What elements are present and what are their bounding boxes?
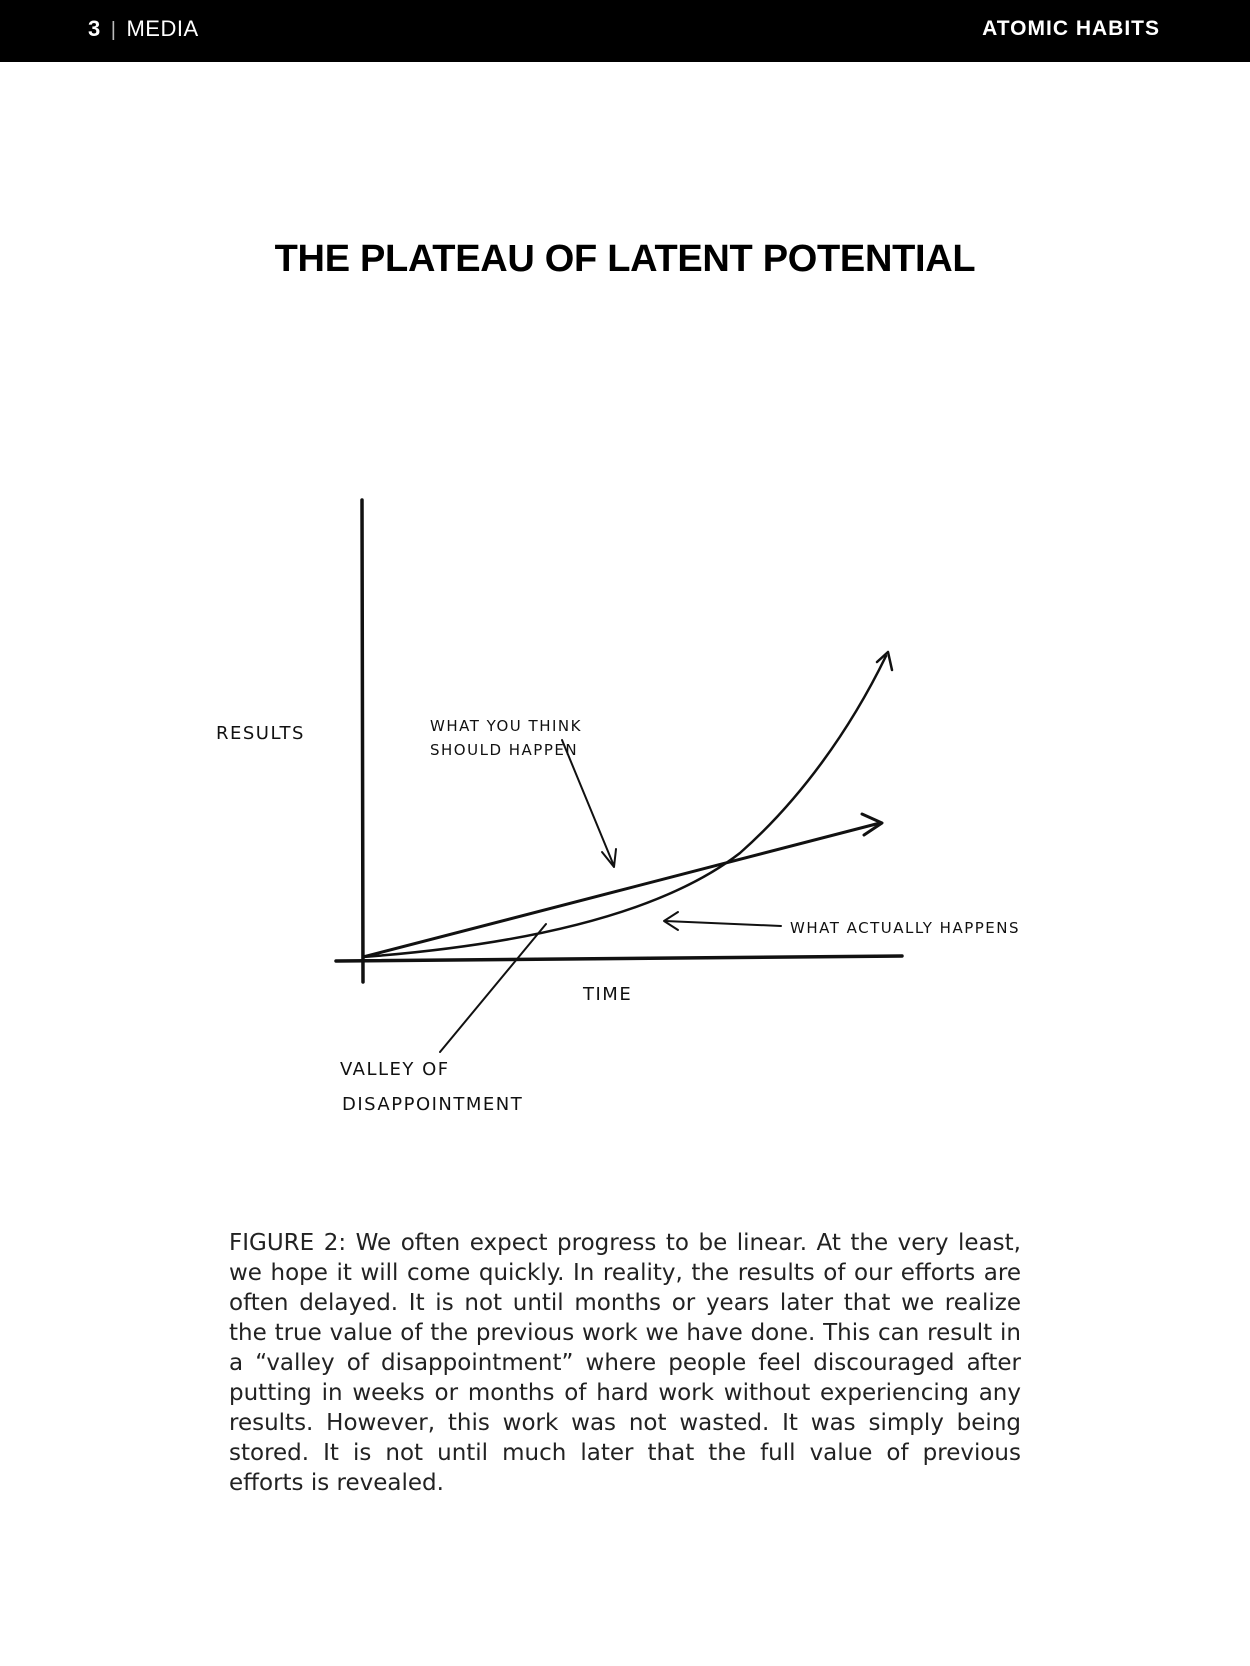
y-axis: [360, 498, 365, 984]
expected-pointer-arrow: [561, 739, 615, 867]
actual-pointer-arrowhead: [663, 911, 679, 931]
figure-title: THE PLATEAU OF LATENT POTENTIAL: [274, 238, 976, 280]
expected-annotation-line2: SHOULD HAPPEN: [430, 741, 578, 759]
expected-progress-line: [361, 821, 882, 959]
page-number: 3: [88, 16, 101, 41]
header-bar: 3 | MEDIA ATOMIC HABITS: [0, 0, 1250, 62]
valley-pointer-line: [439, 923, 547, 1053]
actual-progress-curve: [361, 654, 888, 959]
header-left: 3 | MEDIA: [88, 16, 199, 42]
expected-annotation-line1: WHAT YOU THINK: [430, 717, 582, 735]
actual-pointer-arrow: [664, 920, 782, 927]
valley-annotation-line1: VALLEY OF: [340, 1059, 450, 1080]
actual-curve-arrowhead: [875, 650, 894, 672]
y-axis-label: RESULTS: [216, 723, 305, 744]
section-label: MEDIA: [126, 16, 199, 41]
expected-line-arrowhead: [860, 812, 884, 837]
x-axis: [334, 954, 904, 963]
book-title: ATOMIC HABITS: [982, 17, 1160, 40]
figure-caption: FIGURE 2: We often expect progress to be…: [229, 1230, 1021, 1496]
valley-annotation-line2: DISAPPOINTMENT: [342, 1094, 523, 1115]
expected-pointer-arrowhead: [601, 848, 617, 868]
x-axis-label: TIME: [582, 984, 632, 1005]
actual-annotation: WHAT ACTUALLY HAPPENS: [790, 919, 1020, 937]
header-separator: |: [110, 19, 117, 41]
